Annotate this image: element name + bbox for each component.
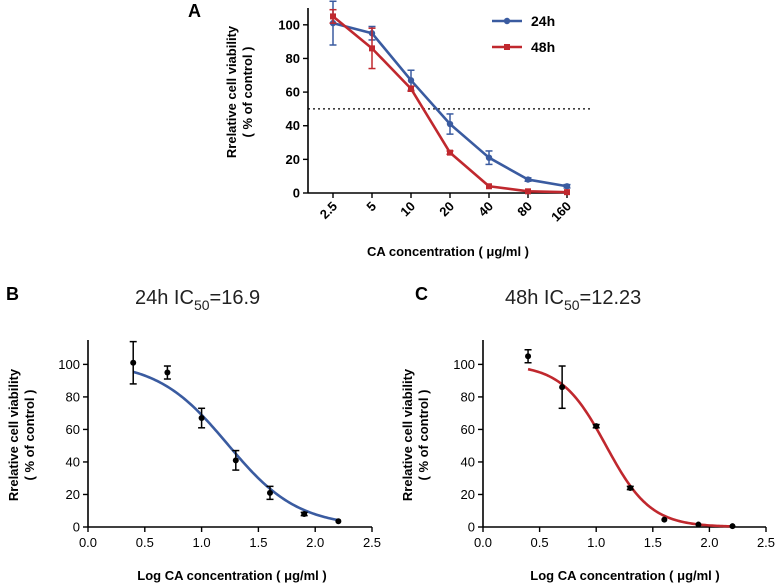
panel-a-x-tick-label: 20: [436, 199, 457, 220]
panel-b-data-point: [266, 489, 273, 496]
panel-a-y-tick-label: 60: [286, 85, 300, 100]
panel-b-x-tick-label: 0.5: [136, 535, 154, 550]
panel-a-x-tick-label: 10: [397, 199, 418, 220]
panel-letter-c: C: [415, 284, 428, 304]
panel-a-ylabel-2: ( % of control ): [240, 47, 255, 138]
panel-a-legend-48h-label: 48h: [531, 39, 555, 55]
panel-b-data-point: [130, 359, 137, 366]
panel-a-y-tick-label: 40: [286, 118, 300, 133]
panel-a-x-tick-label: 160: [548, 199, 574, 225]
panel-a-x-tick-label: 2.5: [317, 199, 340, 222]
panel-a-series-48h-point: [564, 189, 570, 196]
panel-a-series-48h-point: [486, 183, 492, 190]
panel-b-fit-curve: [132, 370, 339, 522]
panel-c-x-tick-label: 1.5: [644, 535, 662, 550]
panel-b-data-point: [164, 369, 171, 376]
panel-c-xlabel: Log CA concentration ( μg/ml ): [530, 568, 719, 583]
panel-c-y-tick-label: 0: [468, 520, 475, 535]
panel-letter-a: A: [188, 1, 201, 21]
panel-b-y-tick-label: 100: [58, 357, 80, 372]
panel-c-y-tick-label: 60: [461, 422, 475, 437]
panel-a-y-tick-label: 100: [278, 17, 300, 32]
panel-b-ylabel-2: ( % of control ): [22, 390, 37, 481]
panel-b-data-point: [198, 415, 205, 422]
panel-b-y-tick-label: 60: [66, 422, 80, 437]
panel-b-x-tick-label: 2.5: [363, 535, 381, 550]
panel-c-title-suffix: =12.23: [580, 287, 642, 309]
panel-c-y-tick-label: 20: [461, 487, 475, 502]
panel-c-data-point: [661, 516, 668, 523]
panel-a-series-24h-point: [563, 183, 571, 190]
panel-c-x-tick-label: 1.0: [587, 535, 605, 550]
panel-b-title-sub: 50: [194, 297, 210, 313]
panel-c-x-tick-label: 2.0: [700, 535, 718, 550]
panel-b-x-tick-label: 2.0: [306, 535, 324, 550]
panel-c-plot: 0 20 40 60 80 100 0.0 0.5 1.0 1.5 2.0 2.5: [453, 340, 775, 550]
panel-b-x-tick-label: 0.0: [79, 535, 97, 550]
panel-b-ylabel-1: Rrelative cell viability: [6, 368, 21, 501]
panel-a-ylabel-1: Rrelative cell viability: [224, 25, 239, 158]
panel-b-y-tick-label: 0: [73, 520, 80, 535]
panel-b-title-suffix: =16.9: [210, 287, 261, 309]
panel-b-y-tick-label: 40: [66, 454, 80, 469]
panel-a-series-48h-point: [369, 45, 375, 52]
panel-c-y-tick-label: 80: [461, 389, 475, 404]
panel-c-data-point: [525, 353, 532, 360]
panel-c-y-tick-label: 40: [461, 454, 475, 469]
panel-a-legend-24h-label: 24h: [531, 13, 555, 29]
panel-a-plot: 0 20 40 60 80 100 2.5 5 10 20 40 80 160 24h 48h: [278, 0, 592, 225]
panel-a-legend-48h-marker: [504, 44, 510, 50]
panel-b-title-prefix: 24h IC: [135, 287, 194, 309]
panel-a-series-48h-point: [408, 85, 414, 92]
panel-c-title-sub: 50: [564, 297, 580, 313]
panel-c-data-point: [593, 423, 600, 430]
panel-a-series-24h-point: [485, 154, 493, 161]
panel-b-x-tick-label: 1.0: [193, 535, 211, 550]
panel-b-data-point: [301, 510, 308, 517]
panel-b-data-point: [335, 518, 342, 525]
panel-c-data-point: [559, 384, 566, 391]
panel-a-x-tick-label: 40: [475, 199, 496, 220]
panel-a-y-tick-label: 0: [293, 186, 300, 201]
panel-a-x-tick-label: 80: [514, 199, 535, 220]
panel-a-series-24h-point: [407, 77, 415, 84]
panel-b-xlabel: Log CA concentration ( μg/ml ): [137, 568, 326, 583]
panel-c-x-tick-label: 0.5: [531, 535, 549, 550]
panel-b-title: 24h IC50=16.9: [135, 287, 260, 313]
panel-b-y-tick-label: 20: [66, 487, 80, 502]
panel-a-y-tick-label: 20: [286, 152, 300, 167]
panel-a-legend-24h-marker: [503, 17, 511, 25]
panel-c-x-tick-label: 2.5: [757, 535, 775, 550]
panel-c-x-tick-label: 0.0: [474, 535, 492, 550]
panel-b-data-point: [232, 457, 239, 464]
panel-a-x-tick-label: 5: [363, 199, 379, 215]
panel-a-series-48h-point: [330, 13, 336, 20]
panel-c-title: 48h IC50=12.23: [505, 287, 641, 313]
panel-c-y-tick-label: 100: [453, 357, 475, 372]
panel-c-title-prefix: 48h IC: [505, 287, 564, 309]
panel-a-series-24h-point: [524, 176, 532, 183]
panel-c-data-point: [729, 523, 736, 530]
panel-c-ylabel-2: ( % of control ): [416, 390, 431, 481]
panel-c-data-point: [695, 521, 702, 528]
panel-a-y-tick-label: 80: [286, 51, 300, 66]
panel-a-xlabel: CA concentration ( μg/ml ): [367, 244, 529, 259]
panel-letter-b: B: [6, 284, 19, 304]
panel-b-y-tick-label: 80: [66, 389, 80, 404]
panel-a-series-24h-point: [446, 120, 454, 128]
panel-b-x-tick-label: 1.5: [249, 535, 267, 550]
panel-c-fit-curve: [527, 367, 733, 528]
panel-c-data-point: [627, 484, 634, 491]
panel-a-series-48h-point: [447, 149, 453, 156]
panel-b-plot: 0 20 40 60 80 100 0.0 0.5 1.0 1.5 2.0 2.5: [58, 340, 381, 550]
panel-c-ylabel-1: Rrelative cell viability: [400, 368, 415, 501]
panel-a-series-48h-point: [525, 188, 531, 195]
